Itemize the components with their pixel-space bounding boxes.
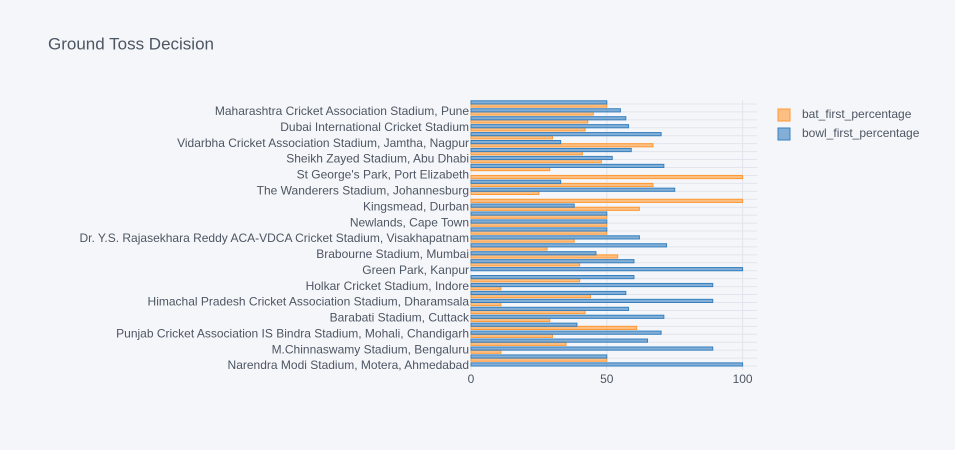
y-tick-label: Holkar Cricket Stadium, Indore: [306, 279, 470, 293]
bar: [470, 182, 654, 188]
x-tick-label: 100: [733, 372, 753, 386]
y-tick-label: The Wanderers Stadium, Johannesburg: [257, 183, 469, 197]
bar: [470, 251, 597, 256]
bar: [470, 298, 714, 303]
y-tick-label: Kingsmead, Durban: [363, 199, 469, 213]
y-tick-label: Dubai International Cricket Stadium: [280, 120, 469, 134]
bar: [470, 174, 744, 180]
bar: [470, 354, 608, 359]
bar: [470, 219, 608, 224]
bar: [470, 330, 662, 335]
bar: [470, 100, 608, 105]
bar: [470, 163, 665, 169]
legend-swatch: [777, 108, 791, 122]
y-tick-label: Newlands, Cape Town: [350, 215, 469, 229]
y-tick-label: Brabourne Stadium, Mumbai: [316, 247, 469, 261]
y-tick-label: Dr. Y.S. Rajasekhara Reddy ACA-VDCA Cric…: [79, 231, 469, 245]
y-tick-label: Narendra Modi Stadium, Motera, Ahmedabad: [228, 358, 469, 372]
bar: [470, 227, 608, 232]
y-tick-label: Maharashtra Cricket Association Stadium,…: [215, 104, 469, 118]
legend-label: bowl_first_percentage: [802, 126, 920, 140]
bar: [470, 132, 662, 137]
bar: [470, 211, 608, 216]
bar: [470, 124, 630, 129]
y-tick-label: Himachal Pradesh Cricket Association Sta…: [148, 295, 470, 309]
bar: [470, 306, 630, 311]
bar: [470, 147, 632, 153]
bar: [470, 140, 562, 145]
bar: [470, 179, 562, 184]
bar: [470, 267, 744, 272]
bar: [470, 362, 744, 367]
bar: [470, 338, 649, 343]
bar: [470, 143, 654, 148]
bar: [470, 346, 714, 351]
bar: [470, 282, 714, 288]
bar: [470, 187, 676, 192]
bar: [470, 198, 744, 203]
bar: [470, 155, 613, 161]
bar: [470, 116, 627, 121]
bar: [470, 235, 640, 240]
bar: [470, 108, 621, 113]
bar: [470, 275, 635, 280]
y-tick-label: Green Park, Kanpur: [362, 263, 469, 277]
legend-swatch: [777, 127, 791, 141]
y-tick-label: Barabati Stadium, Cuttack: [330, 311, 470, 325]
chart-title: Ground Toss Decision: [48, 34, 214, 53]
bar: [470, 203, 575, 208]
y-tick-label: Punjab Cricket Association IS Bindra Sta…: [116, 326, 469, 340]
y-tick-label: M.Chinnaswamy Stadium, Bengaluru: [272, 342, 469, 356]
x-tick-label: 0: [468, 372, 475, 386]
bar: [470, 314, 665, 319]
legend-label: bat_first_percentage: [802, 107, 912, 121]
y-tick-label: St George's Park, Port Elizabeth: [297, 168, 469, 182]
bar: [470, 322, 578, 327]
bar: [470, 259, 635, 264]
y-tick-label: Sheikh Zayed Stadium, Abu Dhabi: [286, 152, 469, 166]
bar: [470, 290, 627, 296]
y-tick-label: Vidarbha Cricket Association Stadium, Ja…: [177, 136, 469, 150]
x-tick-label: 50: [600, 372, 614, 386]
bar: [470, 243, 668, 248]
